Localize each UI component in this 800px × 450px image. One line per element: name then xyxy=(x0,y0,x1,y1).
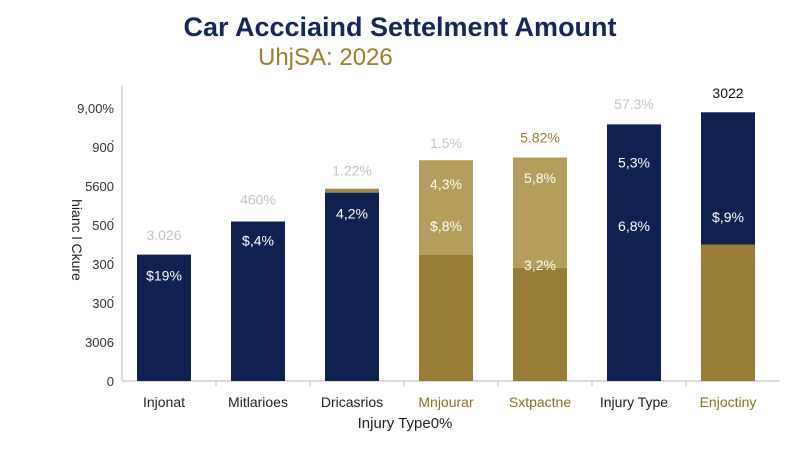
x-tick-label: Mnjourar xyxy=(418,394,474,410)
chart-title: Car Accciaind Settelment Amount xyxy=(183,12,617,42)
data-label: $,4% xyxy=(242,233,274,249)
bar-segment xyxy=(419,254,473,381)
y-tick-label: 500́ xyxy=(92,218,114,233)
x-tick-label: Injury Type xyxy=(600,394,668,410)
data-label: 5,3% xyxy=(618,155,650,171)
data-label: 5,8% xyxy=(524,170,556,186)
y-tick-label: 0 xyxy=(107,374,114,389)
data-label: 4,3% xyxy=(430,176,462,192)
data-label: 3,2% xyxy=(524,257,556,273)
data-label: 1.5% xyxy=(430,135,462,151)
data-label: 1.22% xyxy=(332,162,372,178)
data-label: $,8% xyxy=(430,218,462,234)
x-tick-label: Enjoctiny xyxy=(700,394,757,410)
bar-segment xyxy=(231,221,285,381)
x-tick-label: Sxtpactne xyxy=(509,394,571,410)
bar-segment xyxy=(701,244,755,381)
y-tick-label: 9,00% xyxy=(77,101,114,116)
x-axis-title: Injury Type0% xyxy=(358,415,453,432)
data-label: 3.026 xyxy=(146,227,181,243)
bar-segment xyxy=(137,254,191,381)
bar-segment xyxy=(325,192,379,381)
bar-segment xyxy=(513,157,567,268)
bar-segment xyxy=(419,160,473,255)
data-label: $19% xyxy=(146,268,182,284)
y-tick-label: 300́ xyxy=(92,257,114,272)
bar-segment xyxy=(701,112,755,245)
bar-segment xyxy=(325,188,379,193)
data-label: 6,8% xyxy=(618,218,650,234)
data-label: 57.3% xyxy=(614,96,654,112)
data-label: 5.82% xyxy=(520,129,560,145)
bar-segment xyxy=(607,124,661,381)
data-label: 3022 xyxy=(712,85,743,101)
data-label: $,9% xyxy=(712,209,744,225)
y-tick-label: 5600 xyxy=(85,179,114,194)
data-label: 4,2% xyxy=(336,205,368,221)
x-tick-label: Mitlarioes xyxy=(228,394,288,410)
y-axis-title: hianc l Ckure xyxy=(69,199,85,281)
chart-subtitle: UhjSA: 2026 xyxy=(258,44,393,71)
x-tick-label: Injonat xyxy=(143,394,185,410)
bar-segment xyxy=(513,267,567,381)
data-label: 460% xyxy=(240,192,276,208)
x-tick-label: Dricasrios xyxy=(321,394,383,410)
y-tick-label: 3006 xyxy=(85,335,114,350)
y-tick-label: 300́ xyxy=(92,296,114,311)
y-tick-label: 900́ xyxy=(92,140,114,155)
